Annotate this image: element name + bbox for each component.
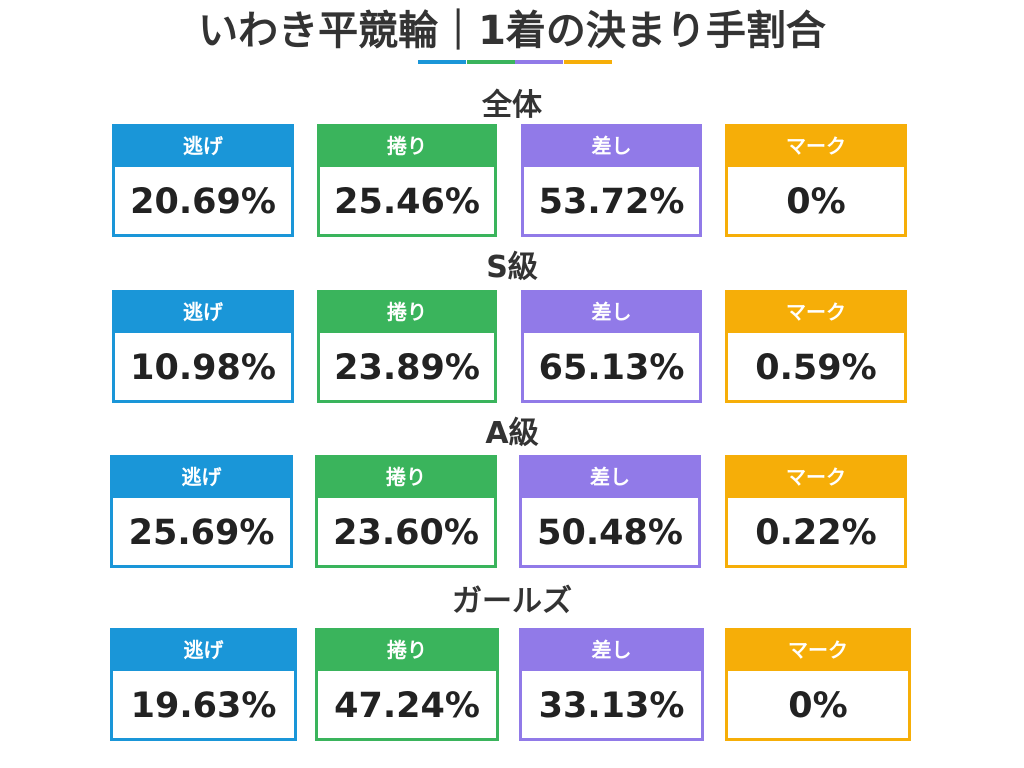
card-label: 差し [522,631,701,671]
card-all-sashi: 差し 53.72% [521,124,702,237]
card-a-mark: マーク 0.22% [725,455,907,568]
card-value: 65.13% [538,347,685,388]
card-a-makuri: 捲り 23.60% [315,455,497,568]
card-value: 0.22% [755,512,877,553]
section-title-girls: ガールズ [452,584,572,619]
card-label: マーク [728,631,908,671]
card-a-nige: 逃げ 25.69% [110,455,293,568]
card-all-nige: 逃げ 20.69% [112,124,294,237]
card-a-sashi: 差し 50.48% [519,455,701,568]
card-value: 0% [786,181,846,222]
card-value: 0.59% [755,347,877,388]
card-label: 逃げ [115,127,291,167]
section-title-a-class: A級 [485,416,539,451]
section-title-s-class: S級 [486,250,538,285]
card-value: 25.46% [334,181,480,222]
card-value: 23.60% [333,512,479,553]
card-girls-sashi: 差し 33.13% [519,628,704,741]
card-label: 差し [524,127,699,167]
underline-segment-purple [515,60,563,64]
underline-segment-green [466,60,515,64]
card-s-mark: マーク 0.59% [725,290,907,403]
card-value: 20.69% [130,181,276,222]
card-value: 33.13% [538,685,685,726]
card-value: 25.69% [128,512,275,553]
card-label: 逃げ [113,631,294,671]
card-girls-mark: マーク 0% [725,628,911,741]
title-underline [418,60,612,64]
card-girls-nige: 逃げ 19.63% [110,628,297,741]
underline-segment-blue [418,60,466,64]
card-label: 逃げ [113,458,290,498]
card-label: マーク [728,458,904,498]
card-s-nige: 逃げ 10.98% [112,290,294,403]
card-all-makuri: 捲り 25.46% [317,124,497,237]
card-value: 0% [788,685,848,726]
section-title-all: 全体 [482,88,542,123]
card-s-sashi: 差し 65.13% [521,290,702,403]
page-title: いわき平競輪｜1着の決まり手割合 [198,8,826,54]
card-label: マーク [728,293,904,333]
underline-segment-orange [563,60,612,64]
card-label: 逃げ [115,293,291,333]
card-s-makuri: 捲り 23.89% [317,290,497,403]
card-all-mark: マーク 0% [725,124,907,237]
card-label: 差し [522,458,698,498]
card-value: 19.63% [130,685,277,726]
card-label: 捲り [320,127,494,167]
card-girls-makuri: 捲り 47.24% [315,628,499,741]
card-value: 50.48% [537,512,683,553]
card-label: 捲り [318,631,496,671]
card-value: 53.72% [538,181,685,222]
card-label: 捲り [320,293,494,333]
card-value: 23.89% [334,347,480,388]
card-label: 捲り [318,458,494,498]
card-value: 10.98% [130,347,276,388]
card-label: 差し [524,293,699,333]
card-label: マーク [728,127,904,167]
card-value: 47.24% [334,685,480,726]
